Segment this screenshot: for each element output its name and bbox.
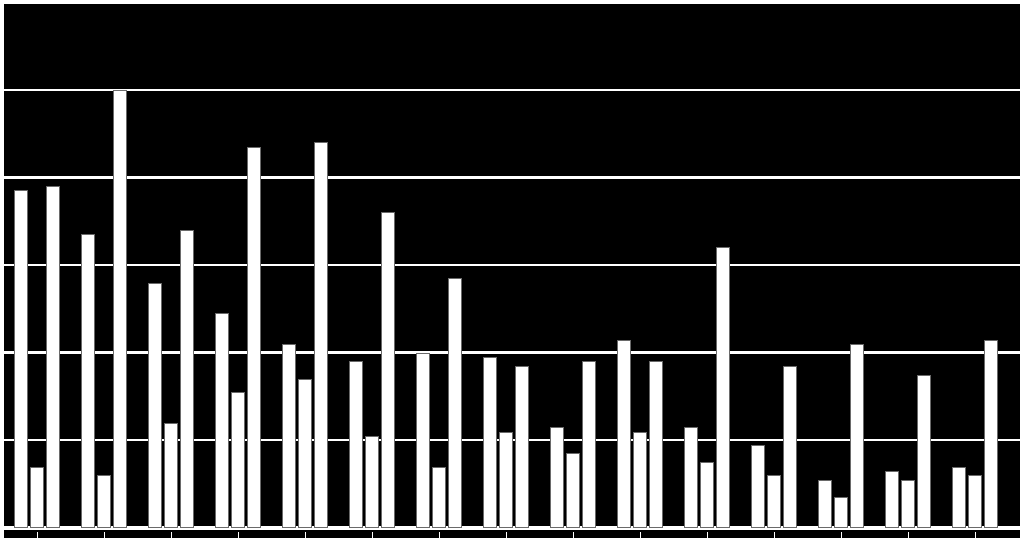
x-tick <box>975 532 976 538</box>
bar <box>917 375 931 528</box>
bar <box>46 186 60 528</box>
bar <box>818 480 832 528</box>
x-tick <box>104 532 105 538</box>
bar <box>984 340 998 528</box>
bar <box>901 480 915 528</box>
bar <box>483 357 497 528</box>
x-tick <box>305 532 306 538</box>
bar <box>365 436 379 528</box>
bar <box>582 361 596 528</box>
x-tick <box>573 532 574 538</box>
bar <box>448 278 462 528</box>
bar <box>432 467 446 528</box>
bar <box>231 392 245 528</box>
bar <box>215 313 229 528</box>
bar <box>349 361 363 528</box>
bar <box>684 427 698 528</box>
bar <box>416 353 430 528</box>
x-tick <box>841 532 842 538</box>
bar <box>649 361 663 528</box>
bar <box>81 234 95 528</box>
bar <box>164 423 178 528</box>
bar <box>751 445 765 528</box>
bar <box>180 230 194 528</box>
x-tick <box>37 532 38 538</box>
x-tick <box>707 532 708 538</box>
bar <box>30 467 44 528</box>
bar <box>566 453 580 528</box>
x-tick <box>774 532 775 538</box>
bar <box>700 462 714 528</box>
bar-chart <box>0 0 1024 538</box>
bar <box>247 147 261 528</box>
bar <box>550 427 564 528</box>
bar <box>968 475 982 528</box>
bar <box>97 475 111 528</box>
bar <box>633 432 647 528</box>
x-tick <box>506 532 507 538</box>
x-tick <box>171 532 172 538</box>
bar <box>834 497 848 528</box>
bar <box>767 475 781 528</box>
x-tick <box>372 532 373 538</box>
bar <box>499 432 513 528</box>
bar <box>850 344 864 528</box>
bar <box>515 366 529 528</box>
bar <box>298 379 312 528</box>
x-tick <box>238 532 239 538</box>
x-tick <box>640 532 641 538</box>
x-tick <box>439 532 440 538</box>
bar <box>885 471 899 528</box>
bar <box>14 190 28 528</box>
bar <box>282 344 296 528</box>
bar <box>381 212 395 528</box>
bars-layer <box>0 2 1024 528</box>
bar <box>783 366 797 528</box>
bar <box>617 340 631 528</box>
bar <box>148 283 162 528</box>
bar <box>113 90 127 528</box>
bar <box>716 247 730 528</box>
x-tick <box>908 532 909 538</box>
bar <box>952 467 966 528</box>
bar <box>314 142 328 528</box>
